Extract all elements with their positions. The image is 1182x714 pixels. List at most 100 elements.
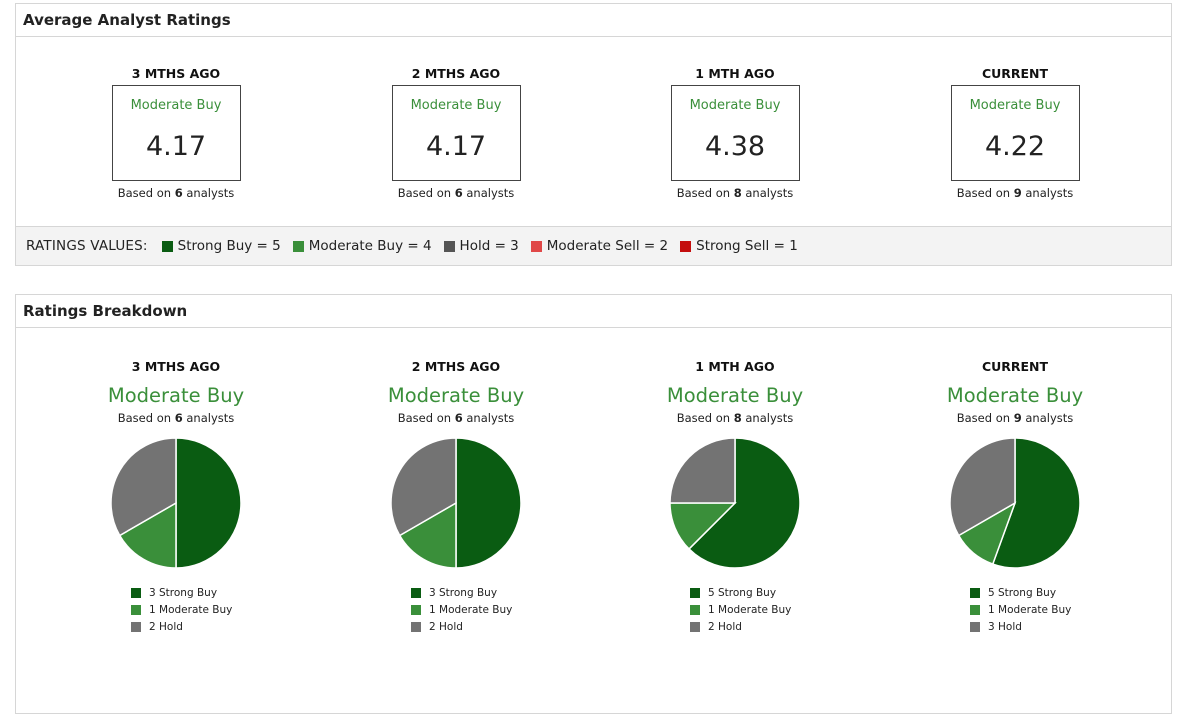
- pie-legend: 3 Strong Buy 1 Moderate Buy 2 Hold: [411, 584, 521, 635]
- breakdown-column-label: 2 MTHS AGO: [411, 359, 501, 374]
- breakdown-column-2-months-ago: 2 MTHS AGO Moderate Buy Based on 6 analy…: [356, 359, 556, 635]
- based-on-text: Based on 8 analysts: [676, 411, 794, 425]
- avg-column-label: 1 MTH AGO: [695, 66, 775, 81]
- strong-buy-swatch: [690, 587, 700, 598]
- rating-label: Moderate Buy: [410, 98, 502, 113]
- hold-swatch: [443, 240, 455, 252]
- breakdown-rating: Moderate Buy: [946, 384, 1084, 407]
- rating-box: Moderate Buy 4.17: [391, 85, 521, 181]
- legend-item-moderate-buy: 1 Moderate Buy: [690, 601, 800, 618]
- legend-item-hold: 2 Hold: [411, 618, 521, 635]
- ratings-breakdown-title: Ratings Breakdown: [16, 295, 1171, 328]
- rating-score: 4.22: [984, 131, 1046, 162]
- pie-chart[interactable]: [390, 437, 522, 569]
- rating-box: Moderate Buy 4.17: [111, 85, 241, 181]
- avg-column-2-months-ago: 2 MTHS AGO Moderate Buy 4.17 Based on 6 …: [356, 66, 556, 200]
- moderate-sell-swatch: [530, 240, 542, 252]
- based-on-text: Based on 6 analysts: [117, 186, 235, 200]
- breakdown-column-current: CURRENT Moderate Buy Based on 9 analysts…: [915, 359, 1115, 635]
- avg-column-label: CURRENT: [981, 66, 1049, 81]
- moderate-buy-swatch: [690, 604, 700, 615]
- hold-swatch: [690, 621, 700, 632]
- hold-slice[interactable]: [390, 437, 457, 537]
- pie-chart[interactable]: [669, 437, 801, 569]
- moderate-buy-swatch: [292, 240, 304, 252]
- avg-column-1-month-ago: 1 MTH AGO Moderate Buy 4.38 Based on 8 a…: [635, 66, 835, 200]
- legend-item-strong-buy: 3 Strong Buy: [131, 584, 241, 601]
- rating-score: 4.38: [704, 131, 766, 162]
- breakdown-rating: Moderate Buy: [107, 384, 245, 407]
- hold-swatch: [131, 621, 141, 632]
- strong-buy-swatch: [411, 587, 421, 598]
- strong-buy-slice[interactable]: [455, 437, 522, 569]
- ratings-value-strong-buy: Strong Buy = 5: [161, 238, 281, 254]
- ratings-value-moderate-sell: Moderate Sell = 2: [530, 238, 668, 254]
- hold-swatch: [970, 621, 980, 632]
- strong-buy-slice[interactable]: [175, 437, 242, 569]
- moderate-buy-swatch: [411, 604, 421, 615]
- breakdown-column-1-month-ago: 1 MTH AGO Moderate Buy Based on 8 analys…: [635, 359, 835, 635]
- analyst-count: 8: [733, 411, 742, 425]
- rating-score: 4.17: [425, 131, 487, 162]
- strong-buy-slice[interactable]: [991, 437, 1081, 569]
- hold-slice[interactable]: [949, 437, 1016, 537]
- rating-score: 4.17: [145, 131, 207, 162]
- hold-swatch: [411, 621, 421, 632]
- analyst-count: 8: [733, 186, 742, 200]
- analyst-count: 9: [1013, 186, 1022, 200]
- legend-item-strong-buy: 5 Strong Buy: [690, 584, 800, 601]
- breakdown-column-label: CURRENT: [981, 359, 1049, 374]
- hold-slice[interactable]: [110, 437, 177, 537]
- rating-label: Moderate Buy: [689, 98, 781, 113]
- avg-column-current: CURRENT Moderate Buy 4.22 Based on 9 ana…: [915, 66, 1115, 200]
- analyst-count: 6: [174, 186, 183, 200]
- legend-item-strong-buy: 3 Strong Buy: [411, 584, 521, 601]
- analyst-count: 6: [454, 411, 463, 425]
- based-on-text: Based on 6 analysts: [117, 411, 235, 425]
- moderate-buy-slice[interactable]: [118, 501, 177, 569]
- hold-slice[interactable]: [669, 437, 736, 504]
- breakdown-column-3-months-ago: 3 MTHS AGO Moderate Buy Based on 6 analy…: [76, 359, 276, 635]
- breakdown-column-label: 1 MTH AGO: [695, 359, 775, 374]
- based-on-text: Based on 6 analysts: [397, 411, 515, 425]
- breakdown-rating: Moderate Buy: [666, 384, 804, 407]
- avg-column-label: 3 MTHS AGO: [131, 66, 221, 81]
- analyst-count: 9: [1013, 411, 1022, 425]
- moderate-buy-slice[interactable]: [398, 501, 457, 569]
- strong-buy-slice[interactable]: [687, 437, 801, 569]
- average-ratings-title: Average Analyst Ratings: [16, 4, 1171, 37]
- pie-legend: 5 Strong Buy 1 Moderate Buy 3 Hold: [970, 584, 1080, 635]
- ratings-values-title: RATINGS VALUES:: [26, 238, 148, 254]
- avg-column-label: 2 MTHS AGO: [411, 66, 501, 81]
- ratings-value-moderate-buy: Moderate Buy = 4: [292, 238, 432, 254]
- legend-item-moderate-buy: 1 Moderate Buy: [411, 601, 521, 618]
- pie-legend: 5 Strong Buy 1 Moderate Buy 2 Hold: [690, 584, 800, 635]
- legend-item-hold: 2 Hold: [131, 618, 241, 635]
- based-on-text: Based on 9 analysts: [956, 411, 1074, 425]
- analyst-count: 6: [174, 411, 183, 425]
- legend-item-moderate-buy: 1 Moderate Buy: [131, 601, 241, 618]
- breakdown-rating: Moderate Buy: [387, 384, 525, 407]
- legend-item-hold: 2 Hold: [690, 618, 800, 635]
- strong-sell-swatch: [680, 240, 692, 252]
- ratings-breakdown-panel: Ratings Breakdown 3 MTHS AGO Moderate Bu…: [15, 294, 1172, 714]
- based-on-text: Based on 8 analysts: [676, 186, 794, 200]
- breakdown-column-label: 3 MTHS AGO: [131, 359, 221, 374]
- rating-box: Moderate Buy 4.38: [670, 85, 800, 181]
- pie-chart[interactable]: [949, 437, 1081, 569]
- strong-buy-swatch: [131, 587, 141, 598]
- rating-label: Moderate Buy: [130, 98, 222, 113]
- moderate-buy-swatch: [970, 604, 980, 615]
- legend-item-strong-buy: 5 Strong Buy: [970, 584, 1080, 601]
- avg-column-3-months-ago: 3 MTHS AGO Moderate Buy 4.17 Based on 6 …: [76, 66, 276, 200]
- based-on-text: Based on 6 analysts: [397, 186, 515, 200]
- moderate-buy-swatch: [131, 604, 141, 615]
- analyst-count: 6: [454, 186, 463, 200]
- ratings-value-strong-sell: Strong Sell = 1: [680, 238, 798, 254]
- legend-item-moderate-buy: 1 Moderate Buy: [970, 601, 1080, 618]
- rating-box: Moderate Buy 4.22: [950, 85, 1080, 181]
- ratings-values-bar: RATINGS VALUES: Strong Buy = 5 Moderate …: [16, 226, 1171, 265]
- pie-legend: 3 Strong Buy 1 Moderate Buy 2 Hold: [131, 584, 241, 635]
- pie-chart[interactable]: [110, 437, 242, 569]
- rating-label: Moderate Buy: [969, 98, 1061, 113]
